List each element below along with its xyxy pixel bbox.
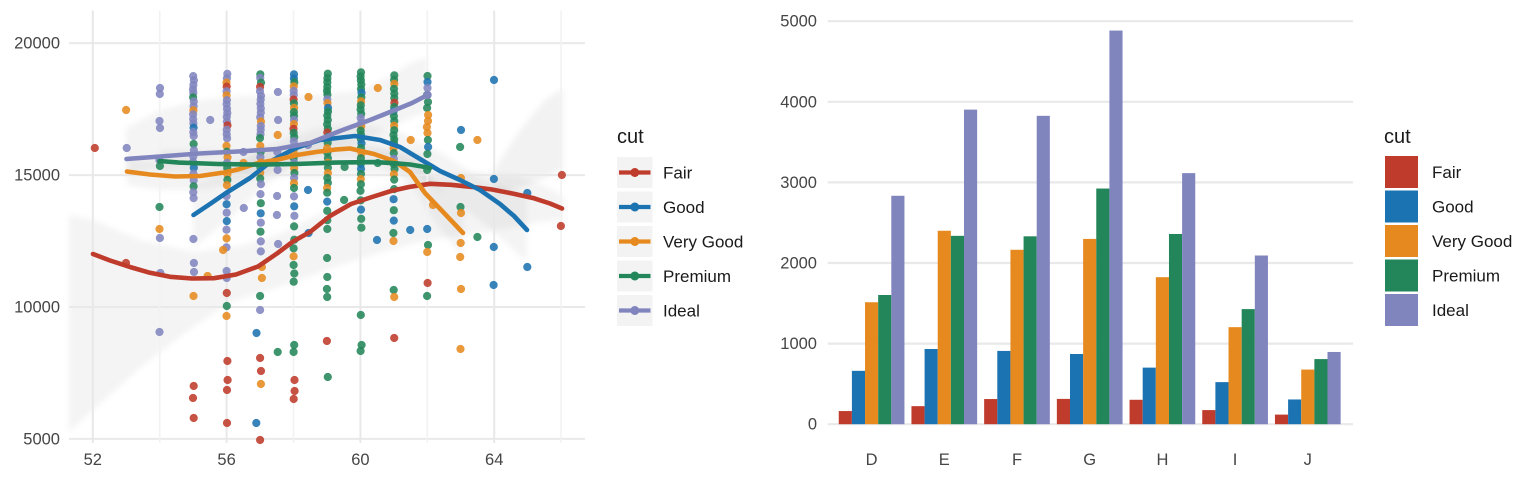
svg-text:F: F — [1012, 451, 1022, 469]
svg-text:60: 60 — [351, 451, 369, 469]
svg-text:Fair: Fair — [1432, 163, 1462, 182]
svg-text:56: 56 — [217, 451, 235, 469]
svg-text:cut: cut — [617, 126, 644, 148]
svg-text:Fair: Fair — [663, 164, 693, 183]
svg-text:Ideal: Ideal — [1432, 301, 1469, 320]
svg-text:J: J — [1304, 451, 1312, 469]
svg-text:5000: 5000 — [780, 13, 817, 31]
svg-text:20000: 20000 — [14, 35, 60, 53]
svg-text:3000: 3000 — [780, 174, 817, 192]
svg-text:Very Good: Very Good — [663, 233, 743, 252]
svg-text:52: 52 — [84, 451, 102, 469]
svg-text:4000: 4000 — [780, 93, 817, 111]
svg-text:Very Good: Very Good — [1432, 232, 1512, 251]
svg-text:E: E — [939, 451, 950, 469]
svg-text:5000: 5000 — [23, 430, 60, 448]
svg-text:cut: cut — [1384, 126, 1411, 148]
svg-text:Good: Good — [1432, 198, 1474, 217]
svg-text:Premium: Premium — [663, 267, 731, 286]
svg-text:I: I — [1233, 451, 1238, 469]
svg-text:10000: 10000 — [14, 299, 60, 317]
svg-text:G: G — [1083, 451, 1096, 469]
svg-text:15000: 15000 — [14, 167, 60, 185]
svg-text:1000: 1000 — [780, 335, 817, 353]
svg-text:Good: Good — [663, 198, 705, 217]
svg-text:64: 64 — [485, 451, 503, 469]
svg-text:Ideal: Ideal — [663, 302, 700, 321]
svg-text:0: 0 — [808, 416, 817, 434]
svg-text:2000: 2000 — [780, 255, 817, 273]
svg-text:H: H — [1156, 451, 1168, 469]
svg-text:D: D — [866, 451, 878, 469]
svg-text:Premium: Premium — [1432, 267, 1500, 286]
